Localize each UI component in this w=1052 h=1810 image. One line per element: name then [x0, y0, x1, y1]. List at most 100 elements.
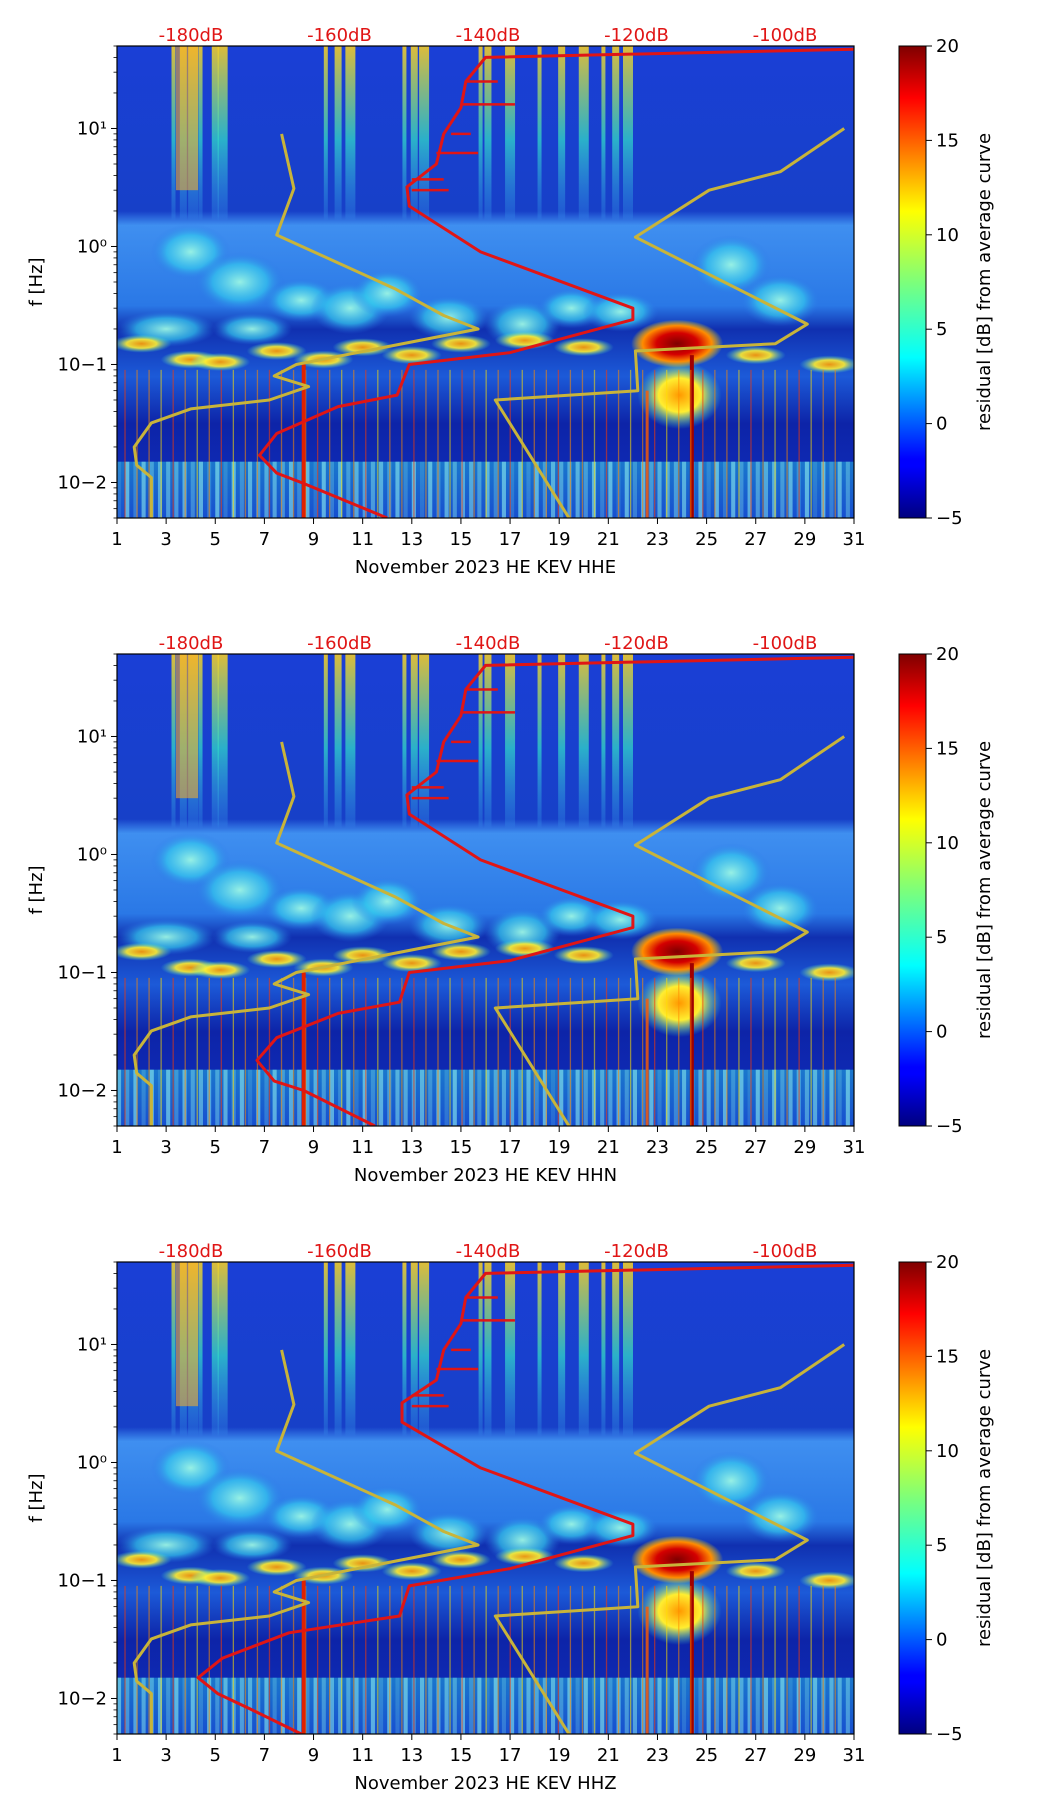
- x-tick-label: 1: [111, 1137, 122, 1158]
- low-band-streak: [305, 1677, 310, 1734]
- low-band-streak: [714, 461, 719, 518]
- high-frequency-stripe: [323, 654, 328, 1126]
- high-frequency-stripe: [334, 1262, 342, 1734]
- strong-event-trace: [645, 998, 649, 1126]
- event-line: [413, 1585, 415, 1734]
- colorbar-gradient: [898, 653, 927, 1127]
- low-band-streak: [239, 461, 244, 518]
- high-frequency-stripe: [505, 46, 516, 518]
- event-line: [593, 977, 596, 1126]
- y-tick-label: 10−1: [58, 962, 107, 983]
- x-tick-label: 5: [210, 1745, 221, 1766]
- x-tick-label: 29: [793, 529, 816, 550]
- low-band-streak: [763, 461, 769, 518]
- event-line: [280, 369, 283, 518]
- db-label: -100dB: [753, 633, 818, 654]
- event-line: [641, 977, 644, 1126]
- x-tick-label: 3: [160, 1137, 171, 1158]
- low-band-streak: [813, 461, 818, 518]
- low-band-streak: [649, 1069, 654, 1126]
- event-line: [401, 1585, 403, 1734]
- low-band-streak: [264, 1677, 269, 1734]
- x-tick-label: 19: [548, 1137, 571, 1158]
- low-band-streak: [698, 1677, 703, 1734]
- x-tick-label: 29: [793, 1745, 816, 1766]
- low-band-streak: [534, 1069, 539, 1126]
- event-line: [786, 977, 788, 1126]
- event-line: [762, 977, 764, 1126]
- event-line: [341, 977, 343, 1126]
- low-band-streak: [837, 461, 842, 518]
- high-frequency-stripe: [537, 46, 542, 518]
- event-line: [485, 369, 487, 518]
- low-band-streak: [682, 1677, 687, 1734]
- low-band-streak: [739, 461, 744, 518]
- y-tick-label: 10−1: [58, 1570, 107, 1591]
- low-band-streak: [608, 461, 613, 518]
- high-frequency-stripe: [505, 1262, 516, 1734]
- event-line: [292, 977, 295, 1126]
- x-tick-label: 11: [351, 1745, 374, 1766]
- event-line: [473, 977, 475, 1126]
- low-band-streak: [272, 1677, 277, 1734]
- event-line: [617, 1585, 620, 1734]
- high-frequency-stripe: [601, 1262, 606, 1734]
- event-line: [726, 369, 728, 518]
- low-band-streak: [534, 1677, 539, 1734]
- low-band-streak: [804, 1677, 809, 1734]
- microseism-band-spot: [381, 954, 442, 973]
- low-band-streak: [657, 1069, 662, 1126]
- y-tick-label: 10⁰: [77, 236, 107, 257]
- storm-vertical-trace: [689, 355, 694, 518]
- microseism-blob: [691, 1450, 772, 1511]
- low-band-streak: [379, 461, 384, 518]
- low-band-streak: [460, 461, 466, 518]
- noise-curve-yellow-right: [493, 1343, 846, 1734]
- low-band-streak: [141, 1677, 146, 1734]
- x-tick-label: 1: [111, 529, 122, 550]
- noise-burst: [175, 1262, 199, 1407]
- storm-warm-region: [637, 361, 722, 430]
- low-band-streak: [780, 1069, 785, 1126]
- low-band-streak: [714, 1677, 719, 1734]
- x-tick-label: 31: [843, 1745, 866, 1766]
- event-line: [581, 977, 584, 1126]
- event-line: [160, 369, 162, 518]
- low-band-streak: [575, 1677, 580, 1734]
- low-band-streak: [272, 1069, 277, 1126]
- low-band-streak: [657, 461, 662, 518]
- event-line: [401, 369, 403, 518]
- y-axis-label: f [Hz]: [26, 865, 47, 914]
- event-line: [461, 977, 463, 1126]
- low-band-streak: [731, 1677, 736, 1734]
- low-band-streak: [682, 1069, 687, 1126]
- strong-event-trace: [301, 972, 306, 1126]
- low-band-streak: [370, 1677, 375, 1734]
- x-tick-label: 3: [160, 529, 171, 550]
- event-line: [774, 369, 776, 518]
- high-frequency-stripe: [478, 1262, 483, 1734]
- x-axis-label: November 2023 HE KEV HHZ: [354, 1773, 616, 1794]
- high-frequency-stripe: [419, 654, 430, 1126]
- noise-curve-red: [196, 1263, 854, 1734]
- x-tick-label: 27: [744, 1745, 767, 1766]
- x-tick-label: 7: [259, 529, 270, 550]
- event-line: [666, 1585, 668, 1734]
- event-line: [533, 369, 535, 518]
- event-line: [762, 369, 764, 518]
- colorbar-tick-label: 10: [936, 1441, 959, 1462]
- microseism-band-spot: [799, 355, 854, 374]
- high-frequency-stripe: [188, 654, 199, 1126]
- low-band-streak: [329, 1677, 335, 1734]
- low-band-streak: [542, 1069, 547, 1126]
- event-line: [569, 977, 572, 1126]
- low-band-streak: [755, 1677, 760, 1734]
- event-line: [798, 1585, 800, 1734]
- event-line: [256, 1585, 259, 1734]
- event-line: [810, 977, 812, 1126]
- event-line: [425, 369, 427, 518]
- low-band-streak: [313, 1677, 318, 1734]
- event-line: [497, 1585, 499, 1734]
- low-band-streak: [813, 1677, 818, 1734]
- low-band-streak: [460, 1069, 466, 1126]
